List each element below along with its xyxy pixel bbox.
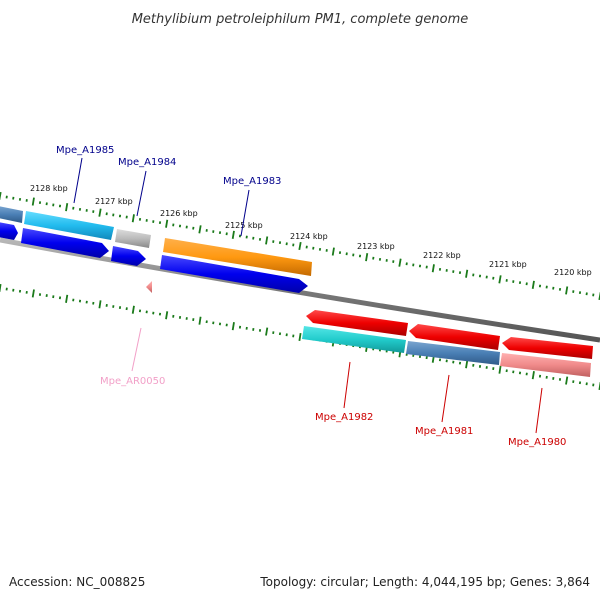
cog-block[interactable] <box>500 353 591 377</box>
leader-line-mpe-a1985 <box>73 157 83 204</box>
major-tick <box>131 305 135 314</box>
major-tick <box>565 376 569 385</box>
leader-line-mpe-ar0050 <box>131 327 142 372</box>
major-tick <box>465 269 469 278</box>
cog-block[interactable] <box>115 229 151 248</box>
gene-arrow[interactable] <box>0 222 18 240</box>
gene-labels: Mpe_A1985 Mpe_A1984 Mpe_A1983 Mpe_AR0050… <box>56 145 566 448</box>
major-tick <box>0 191 2 201</box>
cog-block[interactable] <box>406 341 500 365</box>
gene-arrow[interactable] <box>21 228 109 258</box>
major-tick <box>231 230 235 239</box>
leader-line-mpe-a1982 <box>343 361 351 409</box>
inner-tick-ruler <box>0 284 600 390</box>
major-tick <box>65 294 69 303</box>
major-tick <box>98 300 102 309</box>
leader-line-mpe-a1980 <box>535 387 543 434</box>
major-tick <box>565 286 569 295</box>
major-tick <box>498 275 502 284</box>
major-tick <box>65 203 69 212</box>
gene-label-mpe-ar0050[interactable]: Mpe_AR0050 <box>100 376 165 387</box>
major-tick <box>398 258 402 267</box>
leader-line-mpe-a1981 <box>441 374 450 423</box>
leader-line-mpe-a1984 <box>136 170 147 217</box>
major-tick <box>0 284 2 293</box>
gene-label-mpe-a1982[interactable]: Mpe_A1982 <box>315 412 373 423</box>
map-title: Methylibium petroleiphilum PM1, complete… <box>132 12 469 27</box>
major-tick <box>98 208 102 217</box>
label-leader-lines <box>73 157 543 434</box>
outer-tick-ruler <box>0 191 600 301</box>
major-tick <box>431 264 435 273</box>
tick-label-2120: 2120 kbp <box>554 268 592 277</box>
tick-label-2126: 2126 kbp <box>160 209 198 218</box>
tick-label-2121: 2121 kbp <box>489 260 527 269</box>
gene-label-mpe-a1981[interactable]: Mpe_A1981 <box>415 426 473 437</box>
gene-arrow[interactable] <box>306 310 408 336</box>
tick-labels: 2128 kbp 2127 kbp 2126 kbp 2125 kbp 2124… <box>30 184 592 277</box>
major-tick <box>331 247 335 256</box>
gene-arrow[interactable] <box>409 324 500 350</box>
major-tick <box>131 214 135 223</box>
tick-label-2125: 2125 kbp <box>225 221 263 230</box>
major-tick <box>198 225 202 234</box>
major-tick <box>531 280 535 289</box>
genes-reverse <box>146 281 593 359</box>
leader-line-mpe-a1983 <box>240 189 250 237</box>
gene-arrow[interactable] <box>502 337 593 359</box>
major-tick <box>465 360 469 369</box>
tick-label-2127: 2127 kbp <box>95 197 133 206</box>
gene-label-mpe-a1984[interactable]: Mpe_A1984 <box>118 157 176 168</box>
major-tick <box>265 327 269 336</box>
major-tick <box>165 311 169 320</box>
genome-summary-text: Topology: circular; Length: 4,044,195 bp… <box>260 575 590 589</box>
major-tick <box>165 219 169 228</box>
gene-arrow[interactable] <box>111 246 146 266</box>
tick-label-2128: 2128 kbp <box>30 184 68 193</box>
gene-label-mpe-a1985[interactable]: Mpe_A1985 <box>56 145 114 156</box>
major-tick <box>31 197 35 206</box>
tick-label-2124: 2124 kbp <box>290 232 328 241</box>
major-tick <box>31 289 35 298</box>
major-tick <box>531 371 535 380</box>
major-tick <box>498 365 502 374</box>
major-tick <box>265 236 269 245</box>
cog-block[interactable] <box>163 238 312 276</box>
cog-track-forward <box>0 206 312 276</box>
cog-track-reverse <box>302 326 591 377</box>
major-tick <box>298 241 302 251</box>
gene-label-mpe-a1980[interactable]: Mpe_A1980 <box>508 437 566 448</box>
major-tick <box>298 332 302 342</box>
gene-label-mpe-a1983[interactable]: Mpe_A1983 <box>223 176 281 187</box>
gene-arrow[interactable] <box>160 255 308 293</box>
tick-label-2123: 2123 kbp <box>357 242 395 251</box>
tick-label-2122: 2122 kbp <box>423 251 461 260</box>
major-tick <box>365 253 369 262</box>
cog-block[interactable] <box>302 326 406 353</box>
genes-forward <box>0 222 308 293</box>
accession-text: Accession: NC_008825 <box>9 575 146 589</box>
major-tick <box>231 322 235 331</box>
cog-block[interactable] <box>0 206 23 223</box>
major-tick <box>198 316 202 325</box>
genome-backbone <box>0 237 600 343</box>
rna-arrow[interactable] <box>146 281 152 293</box>
cog-block[interactable] <box>24 211 114 240</box>
